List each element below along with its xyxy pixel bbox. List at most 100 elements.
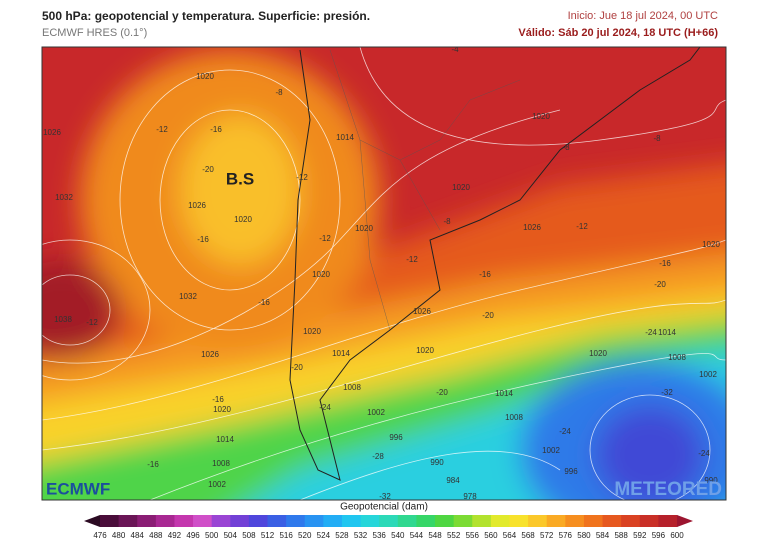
map-label: -8 — [275, 88, 283, 97]
map-label: 1020 — [312, 270, 330, 279]
colorbar-segment — [248, 515, 269, 527]
map-label: -12 — [576, 222, 588, 231]
colorbar-tick-label: 596 — [652, 531, 666, 540]
colorbar-arrow — [677, 515, 693, 527]
map-label: 1002 — [367, 408, 385, 417]
map-label: -20 — [482, 311, 494, 320]
colorbar-segment — [583, 515, 604, 527]
map-label: 1002 — [208, 480, 226, 489]
colorbar-segment — [360, 515, 380, 527]
colorbar-tick-label: 576 — [559, 531, 573, 540]
colorbar-segment — [602, 515, 622, 527]
colorbar-segment — [490, 515, 510, 527]
map-label: 996 — [564, 467, 578, 476]
map-label: 1002 — [699, 370, 717, 379]
map-label: 996 — [389, 433, 403, 442]
map-label: -12 — [86, 318, 98, 327]
colorbar-tick-label: 528 — [335, 531, 349, 540]
map-label: 1020 — [702, 240, 720, 249]
colorbar-segment — [230, 515, 250, 527]
pressure-center: B.S — [226, 169, 254, 188]
map-label: -32 — [379, 492, 391, 501]
map-label: -12 — [319, 234, 331, 243]
map-label: 1008 — [343, 383, 361, 392]
colorbar-segment — [193, 515, 213, 527]
map-label: 984 — [446, 476, 460, 485]
colorbar-segment — [323, 515, 343, 527]
colorbar-tick-label: 532 — [354, 531, 368, 540]
colorbar-segment — [100, 515, 120, 527]
valid-time: Válido: Sáb 20 jul 2024, 18 UTC (H+66) — [518, 27, 718, 39]
map-label: 1038 — [54, 315, 72, 324]
map-label: -24 — [698, 449, 710, 458]
map-label: 1026 — [201, 350, 219, 359]
colorbar-segment — [472, 515, 492, 527]
map-label: -20 — [291, 363, 303, 372]
colorbar-segment — [267, 515, 287, 527]
map-label: 1008 — [212, 459, 230, 468]
map-label: -24 — [559, 427, 571, 436]
map-label: -16 — [147, 460, 159, 469]
map-label: -24 — [645, 328, 657, 337]
colorbar-tick-label: 496 — [186, 531, 200, 540]
colorbar-tick-label: 600 — [670, 531, 684, 540]
colorbar-segment — [453, 515, 473, 527]
map-label: -16 — [212, 395, 224, 404]
colorbar-tick-label: 520 — [298, 531, 312, 540]
colorbar-segment — [639, 515, 659, 527]
map-frame — [41, 46, 727, 501]
colorbar-tick-label: 536 — [373, 531, 387, 540]
map-label: -20 — [654, 280, 666, 289]
map-label: 1026 — [188, 201, 206, 210]
colorbar-tick-label: 540 — [391, 531, 405, 540]
map-label: 1014 — [495, 389, 513, 398]
map-label: 1020 — [452, 183, 470, 192]
map-label: 1014 — [658, 328, 676, 337]
colorbar-tick-label: 500 — [205, 531, 219, 540]
colorbar-tick-label: 492 — [168, 531, 182, 540]
map-label: -28 — [372, 452, 384, 461]
colorbar-segment — [397, 515, 417, 527]
map-label: 1032 — [179, 292, 197, 301]
logo-meteored: METEORED — [614, 479, 722, 500]
colorbar-segment — [211, 515, 231, 527]
colorbar-arrow — [84, 515, 100, 527]
colorbar-segment — [546, 515, 566, 527]
map-label: 1002 — [542, 446, 560, 455]
colorbar-segment — [416, 515, 436, 527]
init-time: Inicio: Jue 18 jul 2024, 00 UTC — [568, 10, 718, 22]
map-label: 1026 — [523, 223, 541, 232]
map-label: -12 — [406, 255, 418, 264]
map-label: 978 — [463, 492, 477, 501]
map-label: 1032 — [55, 193, 73, 202]
map-label: 1008 — [668, 353, 686, 362]
colorbar-segment — [621, 515, 641, 527]
map-label: -20 — [436, 388, 448, 397]
colorbar-tick-label: 484 — [131, 531, 145, 540]
colorbar-tick-label: 560 — [484, 531, 498, 540]
map-label: 1008 — [505, 413, 523, 422]
colorbar-segment — [435, 515, 455, 527]
colorbar-segment — [658, 515, 678, 527]
map-label: 1020 — [234, 215, 252, 224]
map-label: 1020 — [303, 327, 321, 336]
colorbar-segment — [341, 515, 362, 527]
map-label: 1026 — [43, 128, 61, 137]
colorbar-tick-label: 544 — [410, 531, 424, 540]
colorbar-tick-label: 572 — [540, 531, 554, 540]
colorbar-segment — [118, 515, 138, 527]
map-label: 1020 — [213, 405, 231, 414]
model: ECMWF HRES (0.1°) — [42, 27, 147, 39]
map-label: 1014 — [332, 349, 350, 358]
colorbar-segment — [155, 515, 175, 527]
map-label: 1026 — [413, 307, 431, 316]
colorbar-tick-label: 556 — [466, 531, 480, 540]
map-label: 990 — [704, 476, 718, 485]
colorbar-segment — [379, 515, 399, 527]
logo-ecmwf: ECMWF — [46, 479, 110, 498]
map-label: -8 — [562, 143, 570, 152]
colorbar-tick-label: 580 — [577, 531, 591, 540]
colorbar-tick-label: 524 — [317, 531, 331, 540]
map-label: -16 — [258, 298, 270, 307]
